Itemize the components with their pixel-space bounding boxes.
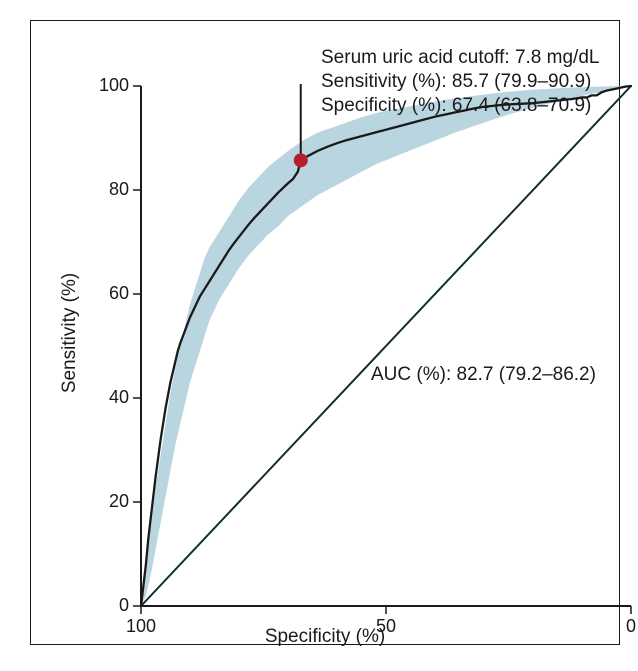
roc-svg	[131, 84, 633, 616]
x-tick-label: 0	[611, 616, 638, 637]
y-tick-label: 80	[89, 179, 129, 200]
cutoff-line-3: Specificity (%): 67.4 (63.8–70.9)	[321, 94, 599, 118]
y-tick-label: 20	[89, 491, 129, 512]
figure-frame: Sensitivity (%) Specificity (%) 02040608…	[0, 0, 638, 671]
y-tick-label: 0	[89, 595, 129, 616]
y-tick-label: 100	[89, 75, 129, 96]
auc-annotation: AUC (%): 82.7 (79.2–86.2)	[371, 363, 596, 387]
chart-panel: Sensitivity (%) Specificity (%) 02040608…	[30, 20, 620, 645]
roc-plot	[141, 86, 631, 606]
cutoff-line-2: Sensitivity (%): 85.7 (79.9–90.9)	[321, 70, 599, 94]
y-tick-label: 40	[89, 387, 129, 408]
cutoff-line-1: Serum uric acid cutoff: 7.8 mg/dL	[321, 46, 599, 70]
x-tick-label: 50	[366, 616, 406, 637]
x-tick-label: 100	[121, 616, 161, 637]
y-tick-label: 60	[89, 283, 129, 304]
cutoff-annotation: Serum uric acid cutoff: 7.8 mg/dL Sensit…	[321, 46, 599, 117]
y-axis-label: Sensitivity (%)	[59, 272, 81, 392]
